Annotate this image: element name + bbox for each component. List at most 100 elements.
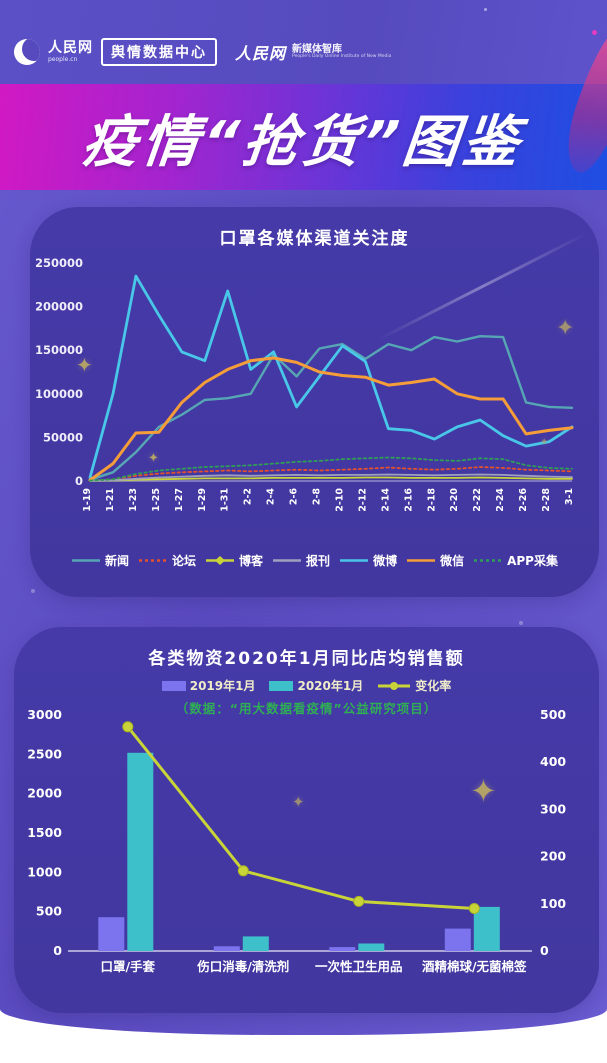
x-axis-tick-label: 2-14 <box>380 488 391 512</box>
legend-item-论坛: 论坛 <box>138 552 196 569</box>
x-axis-tick-label: 1-31 <box>220 488 231 512</box>
header-bar: 人民网 people.cn 舆情数据中心 人民网 新媒体智库 People's … <box>0 0 607 84</box>
left-axis-tick-label: 1500 <box>27 825 62 840</box>
legend-swatch <box>161 680 186 691</box>
x-axis-tick-label: 2-4 <box>266 488 277 506</box>
legend-swatch <box>139 559 168 562</box>
sales-chart: 0 500 1000 1500 2000 2500 3000 0 100 200 300 400 500… <box>20 701 599 1005</box>
series-line-博客 <box>89 476 573 482</box>
right-axis-tick-label: 300 <box>540 801 566 816</box>
bar-2020年1月-伤口消毒/清洗剂 <box>242 936 269 951</box>
bar-2019年1月-口罩/手套 <box>98 917 125 951</box>
change-rate-point <box>122 721 134 733</box>
bar-2019年1月-一次性卫生用品 <box>329 947 356 951</box>
x-axis-tick-label: 2-2 <box>243 488 254 505</box>
legend-swatch <box>273 559 302 562</box>
category-label: 酒精棉球/无菌棉签 <box>422 959 527 974</box>
right-axis-tick-label: 0 <box>540 943 549 958</box>
x-axis-tick-label: 1-29 <box>197 488 208 512</box>
x-axis-tick-label: 2-28 <box>541 488 552 512</box>
legend-item-微信: 微信 <box>406 552 464 569</box>
x-axis-tick-label: 2-26 <box>518 488 529 512</box>
main-content: ✦ ✦ ✦ ✦ ✦ ✦ 口罩各媒体渠道关注度 0 50000 100000 15000… <box>0 190 607 1035</box>
legend-label: 2019年1月 <box>189 679 256 693</box>
legend-label: 微博 <box>373 554 398 568</box>
brand-row: 人民网 people.cn 舆情数据中心 人民网 新媒体智库 People's … <box>14 38 391 66</box>
change-rate-line <box>126 725 475 910</box>
right-axis-tick-label: 400 <box>540 754 566 769</box>
x-axis-tick-label: 2-20 <box>449 488 460 512</box>
category-label: 一次性卫生用品 <box>315 959 403 974</box>
legend-item-2020年1月: 2020年1月 <box>269 677 363 694</box>
series-line-APP采集 <box>89 456 573 482</box>
series-line-报刊 <box>89 473 573 482</box>
page-title: 疫情“抢货”图鉴 <box>79 109 527 175</box>
brand1-name: 人民网 <box>48 40 93 56</box>
change-rate-point <box>237 865 249 877</box>
right-axis-tick-label: 200 <box>540 849 566 864</box>
left-axis-tick-label: 0 <box>53 943 62 958</box>
sparkle-icon: ✦ <box>540 437 549 448</box>
media-attention-panel: 口罩各媒体渠道关注度 0 50000 100000 150000 200000 25000… <box>30 207 599 597</box>
right-axis-tick-label: 100 <box>540 896 566 911</box>
bar-2020年1月-一次性卫生用品 <box>358 943 385 951</box>
white-dot-decoration <box>484 8 487 11</box>
bar-2019年1月-酒精棉球/无菌棉签 <box>444 928 471 951</box>
category-label: 口罩/手套 <box>100 959 155 974</box>
legend-item-博客: 博客 <box>205 552 263 569</box>
y-axis-tick-label: 200000 <box>36 300 83 314</box>
legend-label: 报刊 <box>306 554 331 568</box>
legend-label: 论坛 <box>172 554 197 568</box>
x-axis-tick-label: 2-16 <box>403 488 414 512</box>
x-axis-tick-label: 1-23 <box>128 488 139 512</box>
opinion-data-center-badge: 舆情数据中心 <box>101 38 217 66</box>
left-axis-tick-label: 2500 <box>27 746 62 761</box>
brand-people-cn: 人民网 people.cn <box>48 41 93 63</box>
bottom-white-strip <box>0 1035 607 1063</box>
bar-2019年1月-伤口消毒/清洗剂 <box>213 946 240 951</box>
bar-2020年1月-口罩/手套 <box>127 752 154 951</box>
y-axis-tick-label: 50000 <box>43 430 83 444</box>
x-axis-tick-label: 2-10 <box>335 488 346 512</box>
bar-2020年1月-酒精棉球/无菌棉签 <box>473 906 500 951</box>
x-axis-tick-label: 2-12 <box>357 488 368 512</box>
chart2-legend: 2019年1月 2020年1月 变化率 <box>14 677 599 694</box>
legend-label: 博客 <box>239 554 264 568</box>
left-axis-tick-label: 3000 <box>27 707 62 722</box>
x-axis-tick-label: 1-21 <box>105 488 116 512</box>
legend-item-APP采集: APP采集 <box>473 552 558 569</box>
change-rate-point <box>468 903 480 914</box>
legend-item-报刊: 报刊 <box>272 552 330 569</box>
brand2-name: 人民网 <box>235 44 287 63</box>
y-axis-tick-label: 250000 <box>36 256 83 270</box>
media-attention-chart: 0 50000 100000 150000 200000 250000 1-19 1-21 1-… <box>35 251 599 550</box>
x-axis-tick-label: 1-19 <box>82 488 93 512</box>
legend-swatch <box>474 559 503 562</box>
chart1-legend: 新闻 论坛 博客 报刊 微博 微信 APP采集 <box>30 552 599 569</box>
y-axis-tick-label: 0 <box>75 474 83 488</box>
chart1-title: 口罩各媒体渠道关注度 <box>219 229 410 249</box>
x-axis-tick-label: 2-18 <box>426 488 437 512</box>
legend-label: 微信 <box>440 554 465 568</box>
sparkle-icon: ✦ <box>148 451 159 466</box>
legend-label: 新闻 <box>105 554 130 568</box>
right-axis-tick-label: 500 <box>540 707 566 722</box>
chart2-source-note: （数据：“用大数据看疫情”公益研究项目） <box>175 701 438 716</box>
x-axis-tick-label: 3-1 <box>564 488 575 505</box>
brand1-domain: people.cn <box>48 56 78 63</box>
legend-swatch <box>340 559 369 562</box>
sparkle-icon: ✦ <box>470 772 497 810</box>
left-axis-tick-label: 500 <box>36 904 62 919</box>
peoples-daily-globe-icon <box>14 39 40 65</box>
legend-label: APP采集 <box>507 554 558 568</box>
legend-item-微博: 微博 <box>339 552 397 569</box>
legend-item-变化率: 变化率 <box>377 677 451 694</box>
sales-panel: 各类物资2020年1月同比店均销售额 2019年1月 2020年1月 变化率 （数据… <box>14 627 599 1013</box>
y-axis-tick-label: 100000 <box>36 387 83 401</box>
legend-item-新闻: 新闻 <box>71 552 129 569</box>
sparkle-icon: ✦ <box>292 793 305 811</box>
x-axis-tick-label: 2-22 <box>472 488 483 512</box>
chart2-title: 各类物资2020年1月同比店均销售额 <box>148 649 465 669</box>
x-axis-tick-label: 2-6 <box>289 488 300 506</box>
